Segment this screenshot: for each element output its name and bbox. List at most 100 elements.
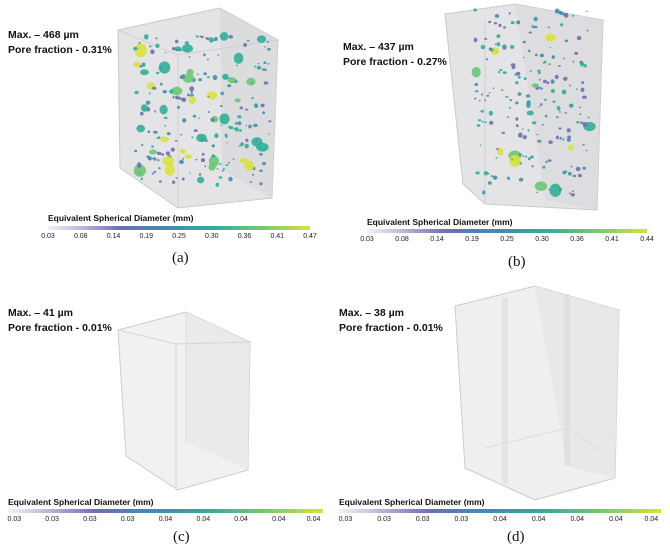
pore-mark: [140, 111, 144, 116]
pore-mark: [148, 92, 151, 95]
pore-mark: [264, 46, 266, 48]
pore-mark: [579, 121, 582, 123]
pore-mark: [576, 35, 582, 41]
pore-mark: [555, 135, 559, 140]
pore-mark: [501, 131, 506, 134]
pore-mark: [515, 117, 519, 121]
pore-mark: [558, 127, 562, 130]
pore-mark: [201, 152, 205, 156]
colorbar-tick: 0.04: [644, 516, 659, 523]
pore-mark: [523, 77, 527, 80]
specimen-render-b: [444, 3, 604, 211]
pore-mark: [203, 53, 206, 57]
pore-mark: [527, 157, 531, 161]
panel-a: Max. – 468 µm Pore fraction - 0.31% Equi…: [0, 0, 335, 275]
pore-mark: [522, 56, 525, 59]
pore-mark: [133, 61, 141, 68]
pore-mark: [239, 129, 242, 132]
pore-mark: [471, 67, 481, 78]
pore-mark: [138, 41, 141, 45]
colorbar-tick: 0.14: [430, 236, 444, 243]
pore-mark: [153, 130, 158, 134]
pore-mark: [536, 133, 539, 136]
pore-mark: [226, 142, 229, 144]
pore-mark: [475, 90, 479, 93]
pore-mark: [544, 114, 548, 118]
pore-mark: [518, 153, 522, 157]
pore-cloud-b: [471, 8, 596, 197]
pore-mark: [550, 79, 555, 84]
pore-mark: [549, 47, 552, 49]
pore-mark: [474, 97, 477, 100]
colorbar-tick: 0.14: [106, 233, 121, 240]
pore-mark: [542, 79, 548, 84]
pore-mark: [217, 54, 220, 56]
colorbar-tick: 0.25: [500, 236, 514, 243]
pore-mark: [244, 143, 249, 149]
pore-mark: [134, 43, 147, 58]
pore-mark: [561, 89, 567, 95]
pore-mark: [484, 37, 488, 40]
pore-mark: [477, 119, 482, 122]
pore-mark: [164, 125, 167, 127]
pore-mark: [214, 36, 218, 42]
pore-mark: [192, 114, 197, 118]
pore-mark: [480, 44, 486, 50]
pore-mark: [189, 172, 191, 174]
pore-mark: [475, 171, 480, 175]
pore-mark: [262, 111, 266, 115]
pore-mark: [480, 109, 484, 113]
pore-mark: [256, 65, 262, 70]
pore-mark: [207, 111, 210, 113]
pore-mark: [531, 83, 539, 88]
pore-mark: [239, 106, 243, 110]
pore-mark: [184, 41, 189, 45]
pore-mark: [223, 77, 226, 79]
pore-mark: [562, 138, 565, 141]
pore-mark: [159, 104, 168, 115]
pore-mark: [255, 139, 258, 141]
colorbar-tick: 0.04: [306, 516, 321, 523]
pore-mark: [587, 116, 590, 119]
pore-mark: [133, 164, 146, 177]
pore-mark: [578, 173, 582, 178]
pore-mark: [552, 100, 556, 103]
colorbar-b: [367, 229, 647, 233]
colorbar-tick: 0.04: [158, 516, 173, 523]
pore-mark: [548, 140, 553, 144]
panel-c: Max. – 41 µm Pore fraction - 0.01% Equiv…: [0, 278, 335, 555]
pore-mark: [502, 71, 507, 74]
pore-mark: [564, 112, 567, 114]
colorbar-tick: 0.36: [570, 236, 584, 243]
pore-mark: [195, 159, 198, 161]
pore-mark: [482, 190, 486, 195]
pore-mark: [227, 77, 236, 84]
pore-mark: [528, 31, 532, 34]
pore-mark: [569, 103, 574, 108]
pore-mark: [543, 60, 547, 64]
pore-mark: [215, 182, 220, 187]
pore-mark: [251, 173, 255, 176]
colorbar-tick: 0.03: [120, 516, 135, 523]
caption-b: (b): [508, 254, 526, 270]
pore-mark: [151, 157, 155, 160]
pore-mark: [244, 160, 254, 172]
pore-mark: [552, 55, 554, 58]
pore-mark: [582, 166, 586, 170]
pore-mark: [228, 35, 234, 39]
pore-mark: [227, 84, 232, 88]
pore-mark: [189, 86, 195, 92]
colorbar-c: [8, 509, 323, 513]
pore-mark: [481, 120, 484, 123]
pore-mark: [158, 61, 171, 74]
colorbar-tick: 0.04: [493, 516, 507, 523]
pore-mark: [181, 177, 185, 181]
pore-mark: [211, 154, 216, 158]
pore-mark: [567, 144, 574, 151]
pore-mark: [175, 177, 178, 179]
pore-mark: [533, 25, 538, 29]
pore-mark: [234, 122, 238, 125]
pore-mark: [526, 100, 531, 106]
pore-mark: [545, 33, 556, 42]
pore-mark: [509, 99, 513, 102]
